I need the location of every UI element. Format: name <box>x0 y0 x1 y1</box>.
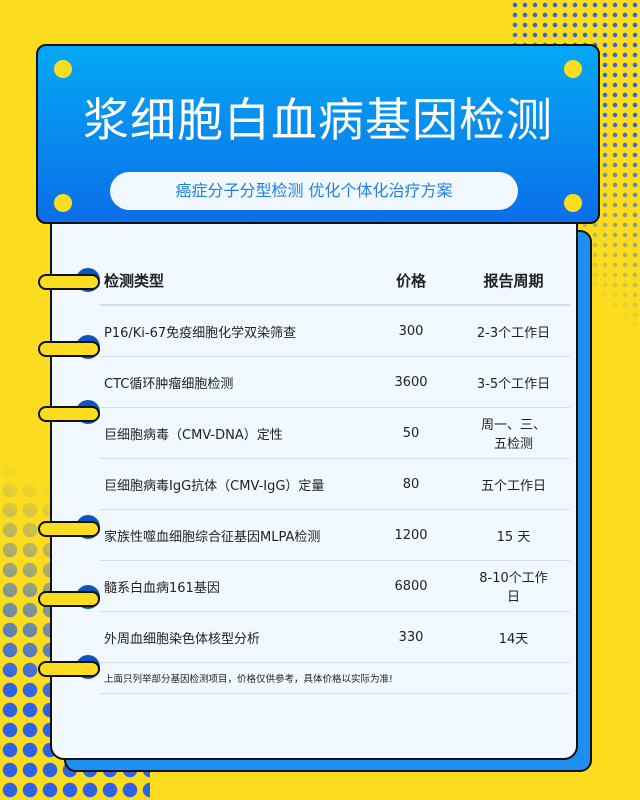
price-table: 检测类型 价格 报告周期 P16/Ki-67免疫细胞化学双染筛查 300 2-3个工… <box>100 256 570 694</box>
column-header-period: 报告周期 <box>457 256 570 306</box>
row-type: P16/Ki-67免疫细胞化学双染筛查 <box>100 305 365 357</box>
row-period: 14天 <box>457 611 570 663</box>
table-row: CTC循环肿瘤细胞检测 3600 3-5个工作日 <box>100 356 570 408</box>
table-row: 髓系白血病161基因 6800 8-10个工作日 <box>100 560 570 612</box>
row-type: 髓系白血病161基因 <box>100 560 365 612</box>
column-header-price: 价格 <box>365 256 457 306</box>
row-period: 3-5个工作日 <box>457 356 570 408</box>
row-period: 15 天 <box>457 509 570 561</box>
row-type: 外周血细胞染色体核型分析 <box>100 611 365 663</box>
binder-ring <box>38 406 100 422</box>
row-type: 家族性噬血细胞综合征基因MLPA检测 <box>100 509 365 561</box>
note-row: 上面只列举部分基因检测项目，价格仅供参考，具体价格以实际为准! <box>100 662 570 694</box>
decor-dot <box>564 60 582 78</box>
row-type: CTC循环肿瘤细胞检测 <box>100 356 365 408</box>
decor-dot <box>564 194 582 212</box>
row-price: 300 <box>365 305 457 357</box>
table-row: P16/Ki-67免疫细胞化学双染筛查 300 2-3个工作日 <box>100 305 570 357</box>
row-period: 五个工作日 <box>457 458 570 510</box>
row-period: 8-10个工作日 <box>457 560 570 612</box>
row-price: 80 <box>365 458 457 510</box>
table-row: 家族性噬血细胞综合征基因MLPA检测 1200 15 天 <box>100 509 570 561</box>
binder-ring <box>38 341 100 357</box>
row-price: 1200 <box>365 509 457 561</box>
row-price: 6800 <box>365 560 457 612</box>
row-type: 巨细胞病毒IgG抗体（CMV-IgG）定量 <box>100 458 365 510</box>
binder-ring <box>38 274 100 290</box>
subtitle-pill: 癌症分子分型检测 优化个体化治疗方案 <box>110 172 518 210</box>
row-period: 2-3个工作日 <box>457 305 570 357</box>
row-type: 巨细胞病毒（CMV-DNA）定性 <box>100 407 365 459</box>
disclaimer-note: 上面只列举部分基因检测项目，价格仅供参考，具体价格以实际为准! <box>100 662 570 694</box>
row-price: 330 <box>365 611 457 663</box>
page-title: 浆细胞白血病基因检测 <box>83 93 553 147</box>
decor-dot <box>54 60 72 78</box>
header-banner: 浆细胞白血病基因检测 癌症分子分型检测 优化个体化治疗方案 <box>36 44 600 224</box>
table-header-row: 检测类型 价格 报告周期 <box>100 256 570 306</box>
row-price: 50 <box>365 407 457 459</box>
row-period: 周一、三、五检测 <box>457 407 570 459</box>
column-header-type: 检测类型 <box>100 256 365 306</box>
table-row: 外周血细胞染色体核型分析 330 14天 <box>100 611 570 663</box>
binder-ring <box>38 661 100 677</box>
row-price: 3600 <box>365 356 457 408</box>
decor-dot <box>54 194 72 212</box>
table-row: 巨细胞病毒IgG抗体（CMV-IgG）定量 80 五个工作日 <box>100 458 570 510</box>
binder-ring <box>38 591 100 607</box>
table-row: 巨细胞病毒（CMV-DNA）定性 50 周一、三、五检测 <box>100 407 570 459</box>
binder-ring <box>38 521 100 537</box>
